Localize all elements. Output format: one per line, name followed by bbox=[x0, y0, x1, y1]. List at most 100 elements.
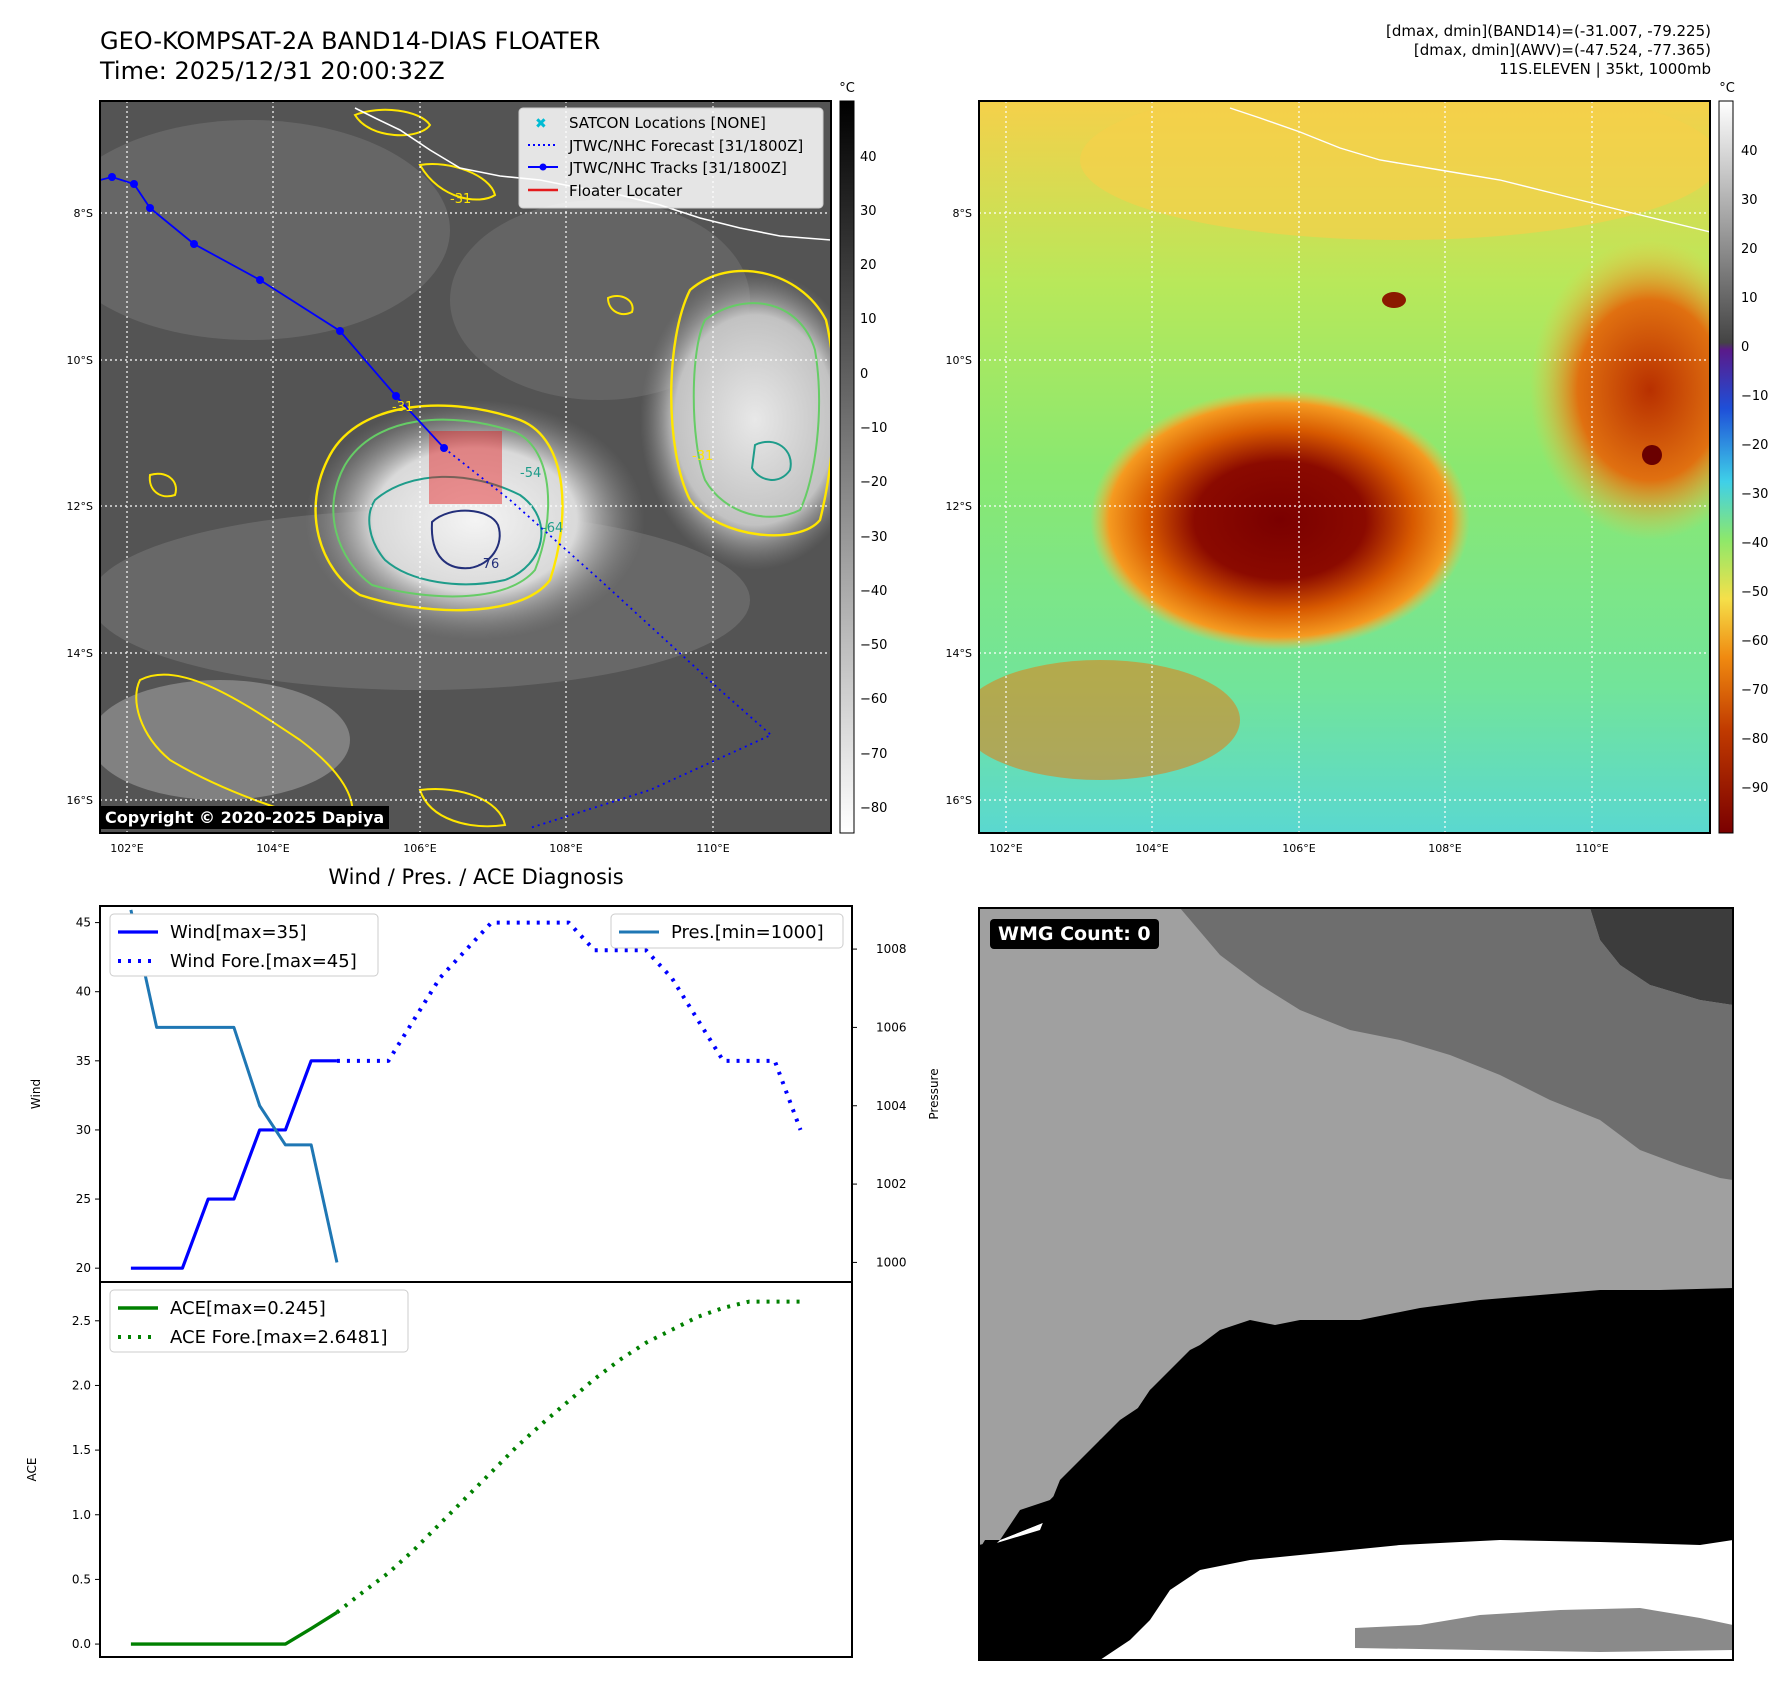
colorbar-tick: −20 bbox=[1741, 438, 1768, 453]
y-tick-label: 30 bbox=[76, 1123, 91, 1137]
colorbar-tick: −80 bbox=[860, 801, 887, 816]
stats-box: [dmax, dmin](BAND14)=(-31.007, -79.225) … bbox=[1386, 22, 1711, 79]
y-tick-label: 0.0 bbox=[72, 1637, 91, 1651]
ir-map-panel: -31 -31 -31 -54 -64 -76 ✖ SATCON Locatio… bbox=[67, 81, 888, 855]
lon-tick: 108°E bbox=[549, 842, 582, 855]
lat-tick: 16°S bbox=[67, 794, 93, 807]
contour-label: -31 bbox=[692, 449, 713, 464]
colorbar-tick: −50 bbox=[1741, 585, 1768, 600]
lat-tick: 12°S bbox=[946, 500, 972, 513]
colorbar-tick: −40 bbox=[860, 584, 887, 599]
y-axis-label: Wind bbox=[29, 1079, 43, 1109]
contour-label: -54 bbox=[520, 466, 541, 481]
stats-line1: [dmax, dmin](BAND14)=(-31.007, -79.225) bbox=[1386, 22, 1711, 40]
legend-label: ACE Fore.[max=2.6481] bbox=[170, 1327, 388, 1348]
series-line-0 bbox=[130, 1059, 337, 1270]
wind-pressure-chart: Wind / Pres. / ACE Diagnosis 20 25 30 35 40 45… bbox=[29, 865, 941, 1283]
y-tick-label: 0.5 bbox=[72, 1572, 91, 1586]
y-tick-label: 20 bbox=[76, 1261, 91, 1275]
wind-legend bbox=[109, 913, 379, 977]
satcon-marker-icon: ✖ bbox=[535, 116, 547, 132]
ir-map-frame bbox=[99, 100, 832, 834]
awv-map-panel: 102°E 104°E 106°E 108°E 110°E 8°S 10°S 1… bbox=[946, 81, 1769, 855]
lon-tick: 110°E bbox=[696, 842, 729, 855]
y-axis-label: ACE bbox=[25, 1458, 39, 1482]
series-line-2 bbox=[129, 909, 339, 1263]
colorbar-tick: −40 bbox=[1741, 536, 1768, 551]
colorbar-unit: °C bbox=[839, 81, 855, 96]
awv-lat-ticks: 8°S 10°S 12°S 14°S 16°S bbox=[946, 207, 972, 807]
lon-tick: 110°E bbox=[1575, 842, 1608, 855]
y2-tick-label: 1000 bbox=[876, 1255, 907, 1269]
lat-tick: 14°S bbox=[67, 647, 93, 660]
y-tick-label: 2.5 bbox=[72, 1314, 91, 1328]
colorbar-tick: 30 bbox=[1741, 193, 1758, 208]
title-line1: GEO-KOMPSAT-2A BAND14-DIAS FLOATER bbox=[100, 27, 601, 55]
ace-chart: 0.0 0.5 1.0 1.5 2.0 2.5 ACE ACE[max=0.245] ACE F… bbox=[25, 1281, 853, 1658]
wmg-frame bbox=[978, 907, 1734, 1661]
ir-colorbar: °C 40 30 20 10 0 −10 −20 −30 −40 −50 −60… bbox=[839, 81, 887, 834]
legend-label: ACE[max=0.245] bbox=[170, 1298, 326, 1319]
colorbar-tick: 40 bbox=[1741, 144, 1758, 159]
y-tick-label: 2.0 bbox=[72, 1378, 91, 1392]
legend-tracks: JTWC/NHC Tracks [31/1800Z] bbox=[568, 159, 787, 177]
legend-label: Pres.[min=1000] bbox=[671, 922, 824, 943]
colorbar-tick: 30 bbox=[860, 204, 877, 219]
title-line2: Time: 2025/12/31 20:00:32Z bbox=[100, 57, 445, 85]
wmg-panel bbox=[978, 907, 1734, 1661]
colorbar-tick: −60 bbox=[1741, 634, 1768, 649]
y-tick-label: 1.5 bbox=[72, 1443, 91, 1457]
map-legend: ✖ SATCON Locations [NONE] JTWC/NHC Forec… bbox=[518, 107, 824, 209]
colorbar-ticks: 40 30 20 10 0 −10 −20 −30 −40 −50 −60 −7… bbox=[860, 150, 887, 816]
lat-tick: 8°S bbox=[74, 207, 93, 220]
y-tick-label: 35 bbox=[76, 1054, 91, 1068]
y-tick-label: 40 bbox=[76, 985, 91, 999]
ace-legend bbox=[109, 1289, 409, 1353]
ace-plot-frame bbox=[99, 1281, 853, 1658]
lon-tick: 106°E bbox=[403, 842, 436, 855]
awv-colorbar-ticks: 40 30 20 10 0 −10 −20 −30 −40 −50 −60 −7… bbox=[1741, 144, 1768, 796]
lon-tick: 102°E bbox=[989, 842, 1022, 855]
colorbar-tick: −90 bbox=[1741, 781, 1768, 796]
colorbar-tick: −10 bbox=[860, 421, 887, 436]
y2-tick-label: 1008 bbox=[876, 942, 907, 956]
chart-title: Wind / Pres. / ACE Diagnosis bbox=[328, 865, 623, 889]
lat-tick: 12°S bbox=[67, 500, 93, 513]
y2-tick-label: 1004 bbox=[876, 1099, 907, 1113]
y2-tick-label: 1006 bbox=[876, 1020, 907, 1034]
colorbar-tick: 20 bbox=[1741, 242, 1758, 257]
awv-lon-ticks: 102°E 104°E 106°E 108°E 110°E bbox=[989, 842, 1608, 855]
y-tick-label: 1.0 bbox=[72, 1508, 91, 1522]
colorbar-tick: −60 bbox=[860, 692, 887, 707]
legend-locater: Floater Locater bbox=[569, 182, 683, 200]
stats-line3: 11S.ELEVEN | 35kt, 1000mb bbox=[1499, 60, 1711, 78]
colorbar-tick: 0 bbox=[860, 367, 868, 382]
legend-label: Wind Fore.[max=45] bbox=[170, 951, 357, 972]
colorbar-tick: −30 bbox=[1741, 487, 1768, 502]
pres-legend bbox=[610, 913, 844, 949]
stats-line2: [dmax, dmin](AWV)=(-47.524, -77.365) bbox=[1413, 41, 1711, 59]
colorbar-tick: −10 bbox=[1741, 389, 1768, 404]
colorbar-tick: −80 bbox=[1741, 732, 1768, 747]
lon-tick: 104°E bbox=[256, 842, 289, 855]
legend-label: Wind[max=35] bbox=[170, 922, 307, 943]
awv-map-frame bbox=[978, 100, 1711, 834]
lon-tick: 104°E bbox=[1135, 842, 1168, 855]
lat-tick: 10°S bbox=[67, 354, 93, 367]
colorbar-unit: °C bbox=[1719, 81, 1735, 96]
y2-tick-label: 1002 bbox=[876, 1177, 907, 1191]
contour-label: -64 bbox=[542, 521, 563, 536]
lat-ticks: 8°S 10°S 12°S 14°S 16°S bbox=[67, 207, 93, 807]
contour-label: -31 bbox=[392, 400, 413, 415]
lat-tick: 14°S bbox=[946, 647, 972, 660]
y-tick-label: 45 bbox=[76, 916, 91, 930]
lon-tick: 102°E bbox=[110, 842, 143, 855]
colorbar-tick: 10 bbox=[1741, 291, 1758, 306]
y-tick-label: 25 bbox=[76, 1192, 91, 1206]
legend-satcon: SATCON Locations [NONE] bbox=[569, 114, 766, 132]
colorbar-tick: −30 bbox=[860, 530, 887, 545]
wmg-count-label: WMG Count: 0 bbox=[990, 919, 1159, 949]
awv-colorbar: °C 40 30 20 10 0 −10 −20 −30 −40 −50 −60… bbox=[1718, 81, 1768, 834]
figure-title: GEO-KOMPSAT-2A BAND14-DIAS FLOATER Time:… bbox=[100, 26, 600, 86]
